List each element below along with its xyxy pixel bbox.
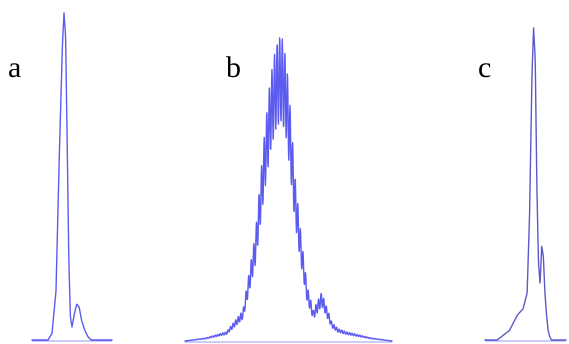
panel-b: b	[184, 37, 393, 343]
series-line-b	[184, 37, 393, 342]
panel-a: a	[8, 12, 113, 342]
series-line-c	[484, 27, 567, 341]
panel-label-a: a	[8, 51, 21, 84]
panel-label-c: c	[478, 51, 491, 84]
panel-c: c	[478, 27, 567, 342]
panel-label-b: b	[226, 51, 241, 84]
series-line-a	[31, 12, 113, 341]
